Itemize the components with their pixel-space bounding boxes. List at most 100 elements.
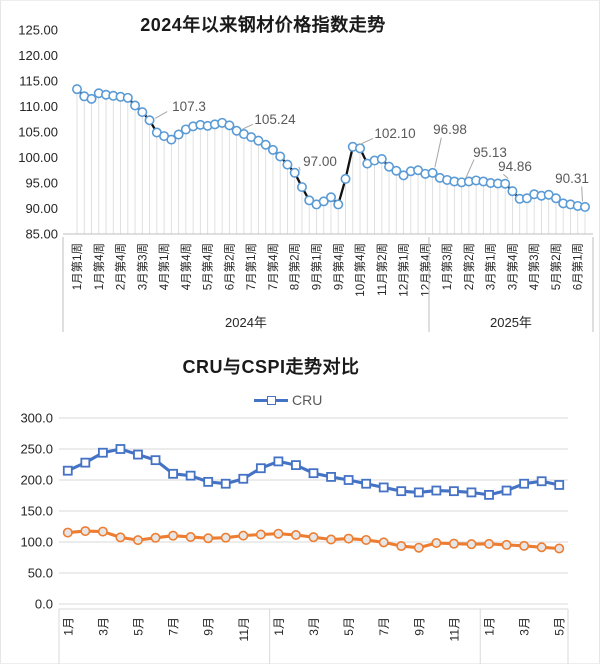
- data-point: [427, 167, 438, 178]
- data-point: [448, 538, 459, 549]
- data-point: [80, 457, 91, 468]
- x-tick-label: 1月: [483, 617, 497, 636]
- data-label: 95.13: [473, 145, 507, 160]
- x-tick-label: 1月第3周: [440, 243, 454, 290]
- data-point: [396, 486, 407, 497]
- data-point: [413, 542, 424, 553]
- x-tick-label: 7月第1周: [244, 243, 258, 290]
- data-point: [536, 542, 547, 553]
- data-point: [166, 134, 177, 145]
- data-point: [220, 478, 231, 489]
- data-label: 107.3: [172, 99, 206, 114]
- data-point: [325, 192, 336, 203]
- y-axis-labels: 300.0 250.0 200.0 150.0 100.0 50.0 0.0: [20, 411, 53, 612]
- chart2-title: CRU与CSPI走势对比: [182, 357, 360, 377]
- data-point: [290, 529, 301, 540]
- x-tick-label: 9月: [202, 617, 216, 636]
- data-point: [72, 84, 83, 95]
- x-tick-label: 9月第4周: [331, 243, 345, 290]
- data-point: [466, 539, 477, 550]
- data-label: 102.10: [374, 126, 415, 141]
- y-tick-label: 250.0: [20, 442, 53, 457]
- y-tick-label: 90.00: [25, 201, 58, 216]
- data-point: [130, 100, 141, 111]
- callout-leader: [242, 123, 254, 130]
- x-tick-label: 12月第1周: [397, 243, 411, 297]
- data-point: [253, 135, 264, 146]
- data-point: [554, 543, 565, 554]
- data-point: [378, 482, 389, 493]
- x-tick-label: 3月第4周: [505, 243, 519, 290]
- data-point: [304, 195, 315, 206]
- data-point: [519, 478, 530, 489]
- gridlines: [59, 417, 568, 605]
- x-axis-box: [58, 608, 569, 664]
- data-label: 97.00: [303, 154, 337, 169]
- x-tick-label: 2月第2周: [462, 243, 476, 290]
- cru-legend-marker-icon: [254, 395, 288, 405]
- data-point: [133, 449, 143, 460]
- data-point: [521, 193, 532, 204]
- data-point: [431, 537, 442, 548]
- data-point: [97, 447, 108, 458]
- x-tick-label: 6月第2周: [222, 243, 236, 290]
- data-point: [255, 463, 266, 474]
- data-point: [579, 201, 590, 212]
- data-point: [361, 534, 372, 545]
- x-tick-label: 12月第4周: [418, 243, 432, 297]
- x-tick-label: 9月: [412, 617, 426, 636]
- data-point: [282, 159, 293, 170]
- data-point: [62, 527, 73, 538]
- x-tick-label: 1月: [272, 617, 286, 636]
- data-point: [296, 182, 307, 193]
- y-tick-label: 200.0: [20, 473, 53, 488]
- x-tick-label: 11月: [447, 617, 461, 641]
- data-label: 105.24: [254, 112, 296, 127]
- data-point: [340, 173, 351, 184]
- x-tick-label: 10月第4周: [353, 243, 367, 297]
- x-tick-label: 8月第2周: [288, 243, 302, 290]
- y-tick-label: 110.00: [19, 99, 58, 114]
- x-tick-label: 11月: [237, 617, 251, 641]
- steel-price-index-plot: 125.00 120.00 115.00 110.00 105.00 100.00 95.0…: [18, 23, 594, 332]
- data-point: [289, 167, 300, 178]
- y-tick-label: 100.00: [18, 150, 58, 165]
- data-point: [449, 486, 459, 497]
- data-point: [343, 533, 354, 544]
- data-point: [238, 530, 249, 541]
- data-point: [413, 487, 424, 498]
- y-tick-label: 85.00: [25, 227, 58, 242]
- cru-cspi-plot: 300.0 250.0 200.0 150.0 100.0 50.0 0.0 1月 3月 5月 7月…: [20, 411, 569, 664]
- data-point: [361, 478, 372, 489]
- data-point: [376, 154, 387, 165]
- callout-leader: [503, 173, 509, 179]
- x-tick-label: 3月第3周: [135, 243, 149, 290]
- data-point: [267, 144, 278, 155]
- y-tick-label: 125.00: [18, 23, 58, 38]
- data-point: [86, 93, 97, 104]
- y-tick-label: 100.0: [20, 535, 53, 550]
- data-markers: [72, 84, 590, 212]
- data-point: [115, 532, 126, 543]
- data-point: [536, 476, 547, 487]
- year-label: 2025年: [490, 315, 532, 330]
- y-tick-label: 300.0: [20, 411, 53, 426]
- data-point: [500, 178, 511, 189]
- data-point: [273, 456, 284, 467]
- callout-leader: [155, 111, 168, 119]
- x-tick-label: 9月第1周: [309, 243, 323, 290]
- data-point: [203, 476, 214, 487]
- data-point: [308, 532, 319, 543]
- data-point: [97, 526, 108, 537]
- data-point: [484, 538, 495, 549]
- data-point: [203, 533, 214, 544]
- data-point: [318, 196, 329, 207]
- chart-steel-price-index: 125.00 120.00 115.00 110.00 105.00 100.00 95.0…: [0, 0, 600, 345]
- data-label: 96.98: [433, 122, 467, 137]
- callout-leader: [298, 166, 301, 171]
- data-point: [80, 526, 91, 537]
- cru-legend-label: CRU: [292, 392, 323, 408]
- droplines: [76, 89, 586, 234]
- data-point: [501, 485, 512, 496]
- x-tick-label: 3月第1周: [484, 243, 498, 290]
